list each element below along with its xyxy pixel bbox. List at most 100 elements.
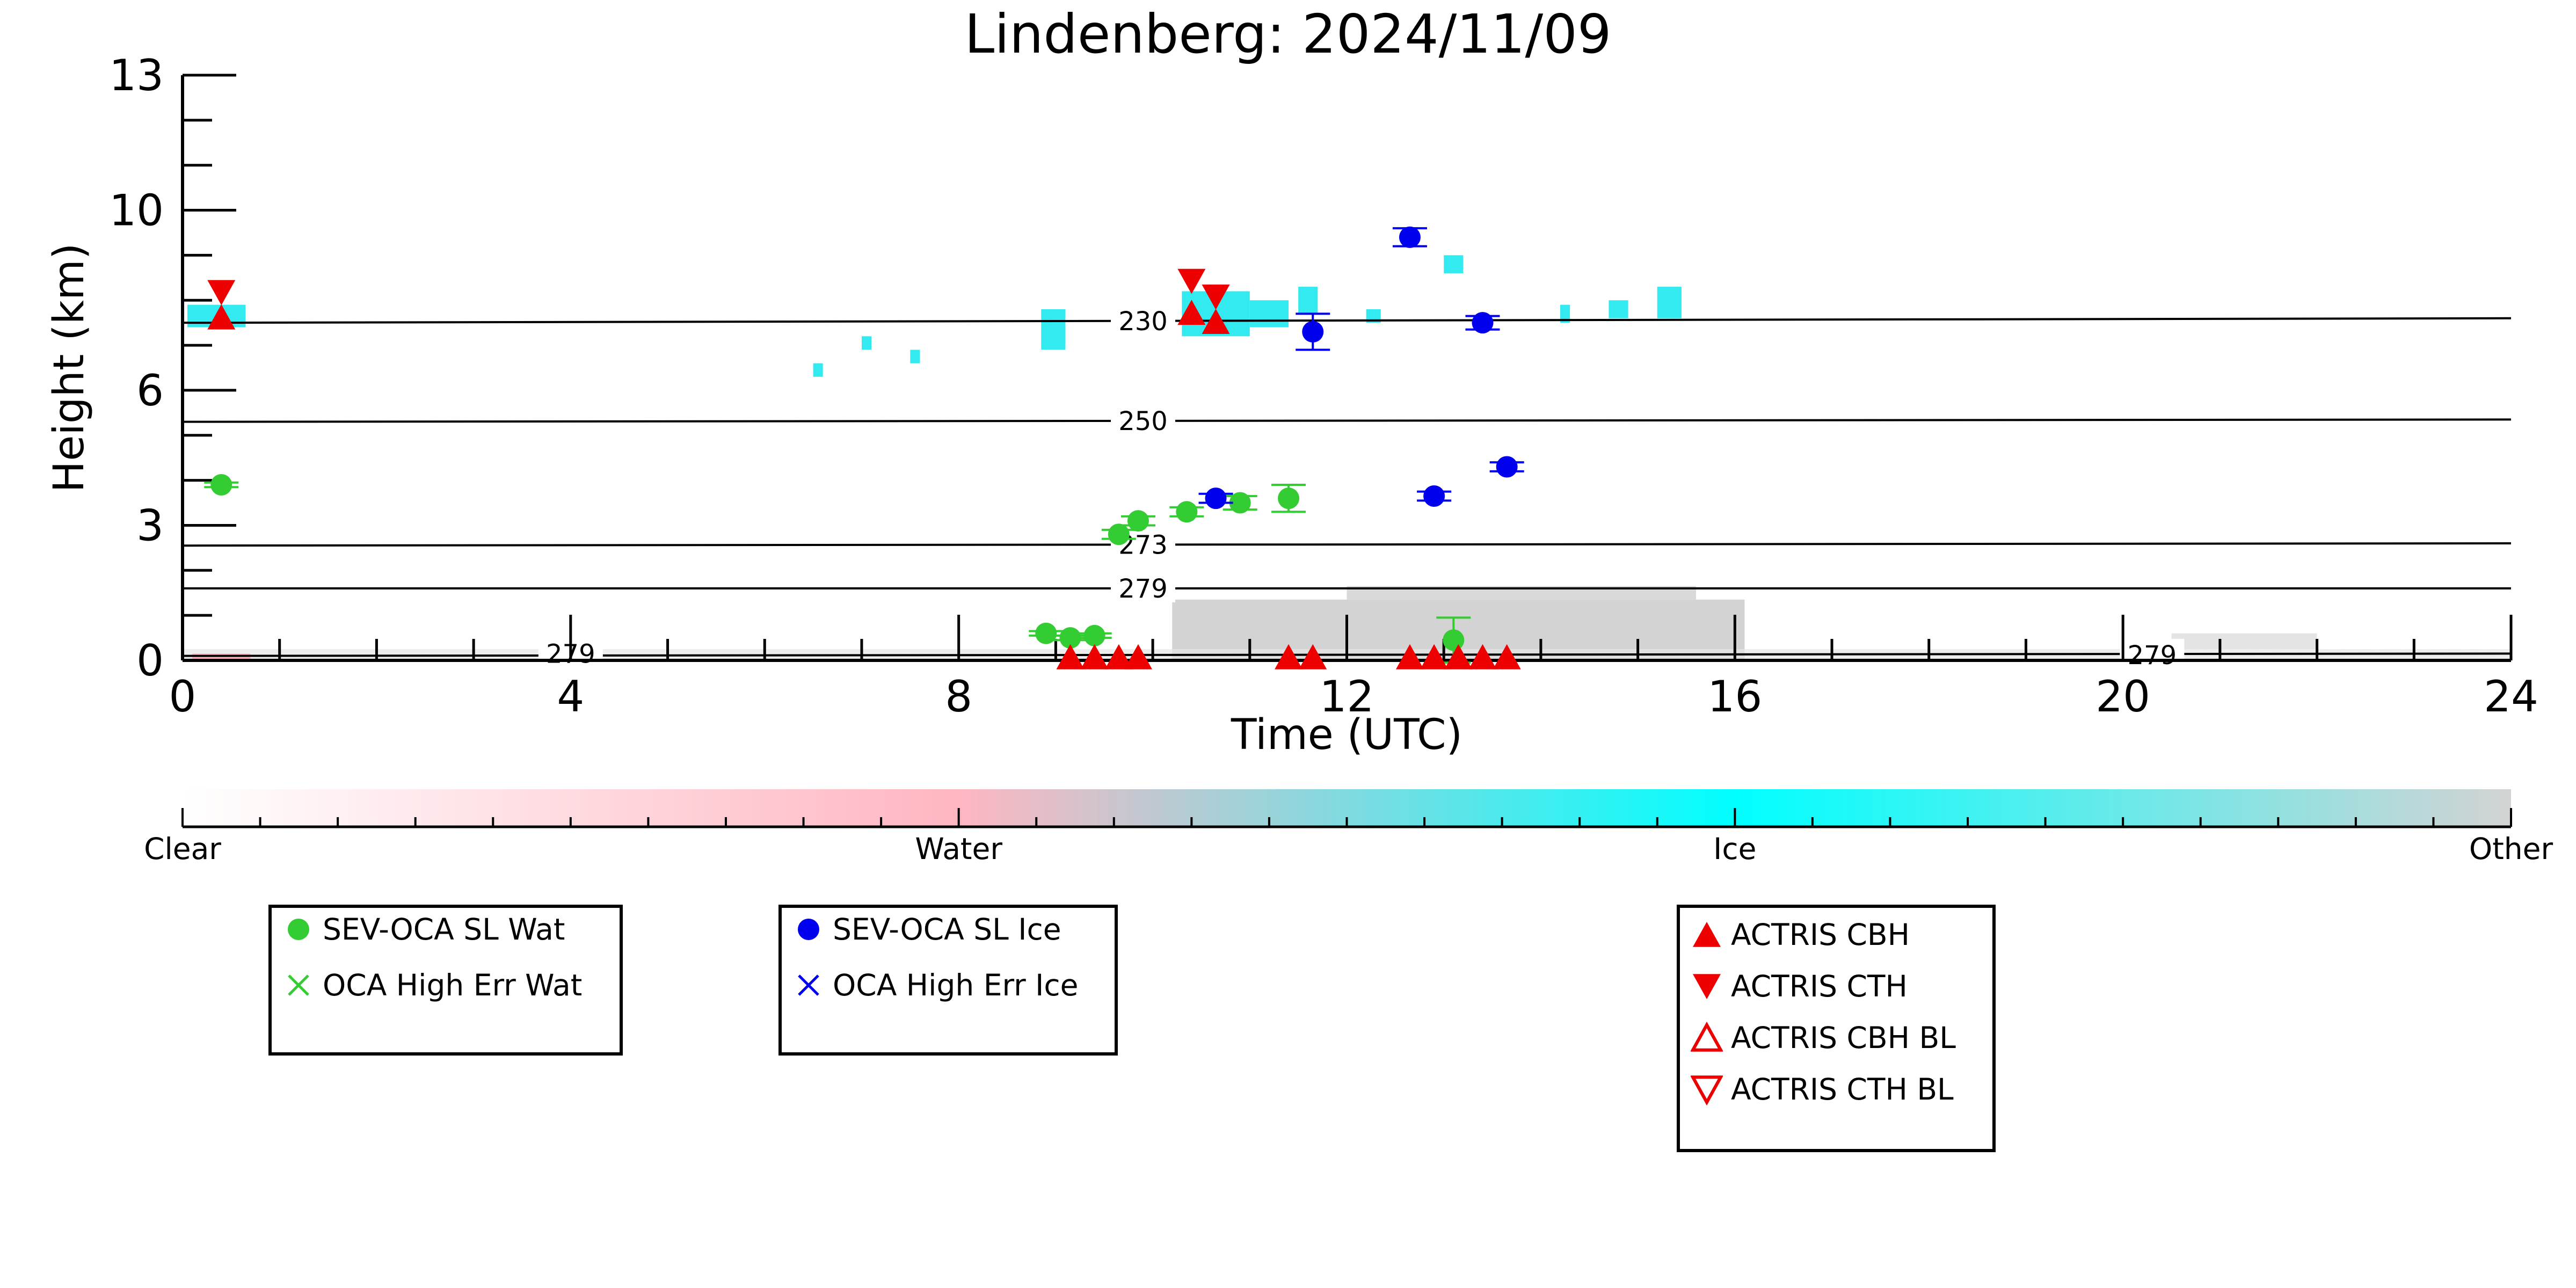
y-tick-label: 10: [109, 186, 164, 236]
y-tick-label: 0: [136, 636, 164, 686]
isotherm-label-bg: [1111, 404, 1176, 435]
data-point: [1083, 624, 1105, 646]
data-point: [1104, 644, 1133, 670]
data-point: [1229, 492, 1251, 514]
legend-marker: [1693, 974, 1721, 999]
isotherm-line: [182, 542, 2512, 547]
ice-mask-area: [1298, 287, 1318, 314]
isotherm-line: [182, 418, 2512, 423]
legend-item: OCA High Err Ice: [782, 964, 1115, 1007]
data-point: [207, 304, 236, 330]
legend-marker: [288, 974, 309, 996]
legend-marker: [798, 919, 819, 940]
legend-label: ACTRIS CTH BL: [1731, 1072, 1954, 1107]
data-point: [1202, 309, 1230, 334]
data-point: [1059, 627, 1081, 649]
legend-marker-icon: [288, 974, 309, 996]
x-tick-label: 20: [2095, 672, 2150, 722]
colorbar-label: Water: [915, 832, 1002, 866]
legend-marker-icon: [1691, 1075, 1723, 1105]
x-tick-label: 8: [945, 672, 972, 722]
data-point: [1496, 456, 1518, 478]
legend-label: OCA High Err Ice: [833, 968, 1079, 1002]
y-tick-label: 3: [136, 500, 164, 550]
data-point: [1035, 622, 1057, 644]
ice-mask-area: [1657, 287, 1682, 318]
legend-water: SEV-OCA SL Wat OCA High Err Wat: [268, 905, 623, 1056]
legend-marker-icon: [1693, 974, 1721, 999]
data-point: [1420, 644, 1449, 670]
legend-marker-icon: [1693, 922, 1721, 947]
data-point: [1399, 226, 1421, 248]
x-tick-label: 4: [557, 672, 584, 722]
other-mask-area: [2171, 633, 2317, 650]
y-tick-label: 13: [109, 50, 164, 100]
axes: 0 3 6 10 13 0 4 8 12 16 20 24 Time (UTC) Height (km): [45, 50, 2538, 759]
legend-marker-icon: [1691, 1022, 1723, 1052]
data-point: [1443, 629, 1465, 651]
legend-marker-icon: [798, 919, 819, 940]
isotherm-label: 250: [1118, 406, 1168, 436]
data-point: [1302, 321, 1324, 343]
ice-mask-area: [1560, 304, 1570, 323]
legend-marker: [1691, 1022, 1723, 1052]
x-tick-label: 16: [1707, 672, 1762, 722]
legend-label: ACTRIS CTH: [1731, 969, 1908, 1003]
ice-mask-area: [910, 350, 920, 363]
chart-title: Lindenberg: 2024/11/09: [964, 3, 1612, 66]
legend-label: OCA High Err Wat: [323, 968, 583, 1002]
isotherm-label-bg: [1111, 304, 1176, 335]
isotherm-label-bg: [1111, 572, 1176, 602]
data-point: [1124, 644, 1152, 670]
isotherm-line: [182, 317, 2512, 324]
data-point: [1395, 644, 1424, 670]
data-point: [1444, 644, 1473, 670]
data-point: [1177, 268, 1206, 294]
ice-mask-area: [813, 363, 823, 377]
legend-item: OCA High Err Wat: [272, 964, 620, 1007]
legend-item: ACTRIS CTH: [1680, 965, 1992, 1008]
data-point: [1278, 487, 1300, 510]
legend-item: ACTRIS CBH: [1680, 913, 1992, 956]
data-point: [1299, 644, 1327, 670]
legend-item: SEV-OCA SL Ice: [782, 908, 1115, 951]
colorbar-label: Ice: [1713, 832, 1756, 866]
data-point: [1080, 644, 1109, 670]
colorbar-label: Clear: [144, 832, 221, 866]
legend-item: ACTRIS CTH BL: [1680, 1068, 1992, 1111]
isotherm-label-bg: [2120, 638, 2185, 669]
data-point: [1205, 487, 1227, 510]
isotherm-label: 230: [1118, 307, 1168, 337]
data-point: [1423, 485, 1445, 507]
legend-label: ACTRIS CBH BL: [1731, 1021, 1956, 1055]
data-point: [210, 474, 232, 496]
legend-label: SEV-OCA SL Wat: [323, 912, 565, 947]
data-point: [1472, 312, 1494, 334]
legend-label: ACTRIS CBH: [1731, 918, 1910, 952]
data-point: [1275, 644, 1303, 670]
legend-marker: [1693, 922, 1721, 947]
legend-marker-icon: [288, 919, 309, 940]
isotherm-label: 279: [1118, 574, 1168, 604]
y-tick-label: 6: [136, 366, 164, 416]
data-point: [1176, 501, 1198, 523]
data-point: [1468, 644, 1497, 670]
colorbar-label: Other: [2469, 832, 2553, 866]
legend-marker-icon: [798, 974, 819, 996]
legend-marker: [1691, 1075, 1723, 1105]
x-tick-label: 0: [169, 672, 197, 722]
colorbar: Clear Water Ice Other: [144, 789, 2553, 866]
ice-mask-area: [861, 336, 872, 350]
cloud-mask-layer: [183, 255, 2511, 660]
ice-mask-area: [1041, 309, 1066, 350]
ice-mask-area: [1444, 255, 1464, 273]
legend-marker: [288, 919, 309, 940]
x-axis-label: Time (UTC): [1231, 711, 1462, 759]
data-point: [1108, 523, 1130, 545]
data-point: [1493, 644, 1521, 670]
data-marks: [204, 226, 1524, 670]
data-point: [1056, 644, 1085, 670]
legend-marker: [798, 974, 819, 996]
data-point: [1202, 285, 1230, 310]
